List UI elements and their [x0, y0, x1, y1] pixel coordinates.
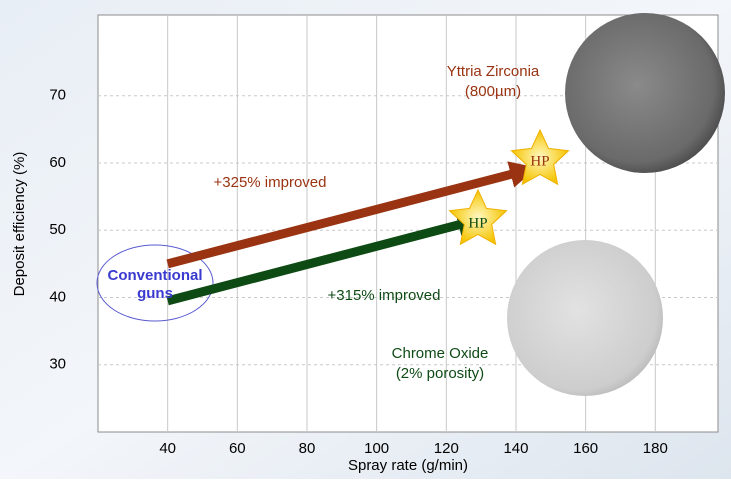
annotation: +325% improved [214, 174, 327, 191]
x-axis-label: Spray rate (g/min) [348, 457, 468, 474]
x-tick-label: 40 [159, 440, 176, 457]
annotation: Conventional [107, 267, 202, 284]
annotation: (2% porosity) [396, 365, 484, 382]
x-tick-label: 160 [573, 440, 598, 457]
annotation: +315% improved [328, 287, 441, 304]
x-tick-label: 120 [434, 440, 459, 457]
y-tick-label: 40 [49, 288, 66, 305]
y-tick-label: 30 [49, 356, 66, 373]
yttria-zirconia-photo [565, 13, 725, 173]
annotation: HP [530, 153, 549, 169]
y-tick-label: 70 [49, 87, 66, 104]
page: Deposit efficiency (%) Spray rate (g/min… [0, 0, 731, 484]
chart: Deposit efficiency (%) Spray rate (g/min… [0, 0, 731, 479]
annotation: HP [468, 215, 487, 231]
annotation: Yttria Zirconia [447, 63, 540, 80]
x-tick-label: 100 [364, 440, 389, 457]
x-tick-label: 80 [299, 440, 316, 457]
x-tick-label: 140 [503, 440, 528, 457]
y-axis-label: Deposit efficiency (%) [11, 152, 28, 297]
annotation: guns [137, 285, 173, 302]
x-tick-label: 180 [643, 440, 668, 457]
y-tick-label: 60 [49, 154, 66, 171]
chrome-oxide-photo [507, 240, 663, 396]
annotation: Chrome Oxide [392, 345, 489, 362]
annotation: (800µm) [465, 83, 521, 100]
y-tick-label: 50 [49, 221, 66, 238]
x-tick-label: 60 [229, 440, 246, 457]
